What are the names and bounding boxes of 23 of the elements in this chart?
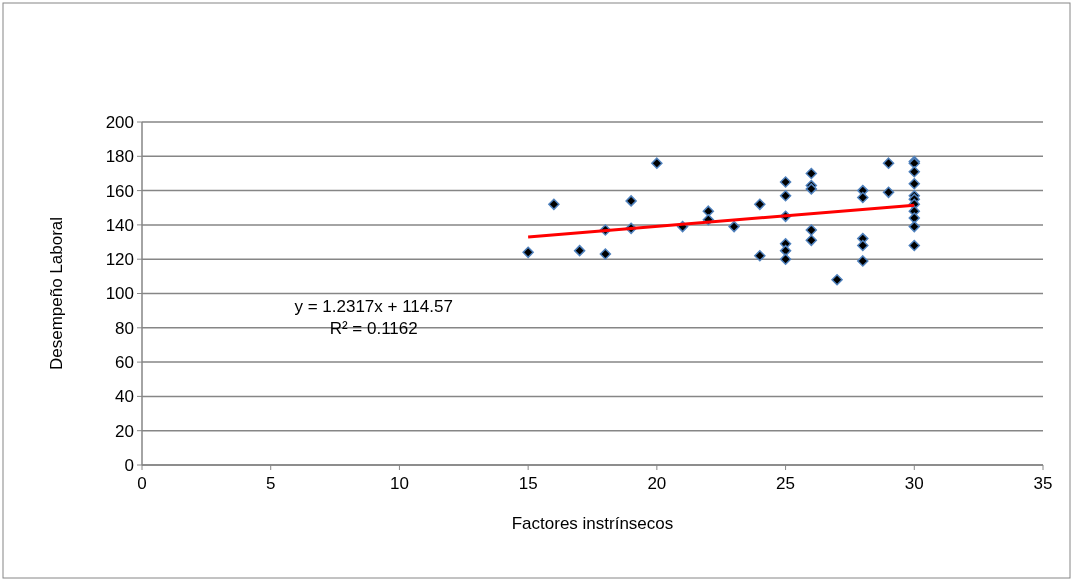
y-tick-label: 20 <box>115 421 134 441</box>
y-tick-label: 60 <box>115 353 134 373</box>
x-tick-label: 20 <box>647 474 667 493</box>
x-tick-label: 10 <box>389 474 409 493</box>
x-tick-label: 25 <box>776 474 796 493</box>
y-tick-label: 40 <box>115 387 134 407</box>
y-tick-label: 140 <box>105 215 134 235</box>
x-axis-title: Factores instrínsecos <box>511 514 674 533</box>
y-tick-label: 120 <box>105 250 134 270</box>
y-tick-label: 200 <box>105 112 134 132</box>
y-tick-label: 80 <box>115 318 134 338</box>
x-tick-label: 15 <box>518 474 538 493</box>
x-tick-label: 0 <box>137 474 147 493</box>
y-tick-label: 160 <box>105 181 134 201</box>
x-tick-label: 35 <box>1033 474 1053 493</box>
y-tick-label: 100 <box>105 284 134 304</box>
annotation: y = 1.2317x + 114.57 <box>294 297 453 317</box>
y-tick-label: 180 <box>105 147 134 167</box>
y-axis-title: Desempeño Laboral <box>47 216 66 371</box>
y-tick-label: 0 <box>124 455 134 475</box>
x-tick-label: 30 <box>904 474 924 493</box>
annotation: R² = 0.1162 <box>329 319 418 339</box>
x-tick-label: 5 <box>265 474 276 493</box>
